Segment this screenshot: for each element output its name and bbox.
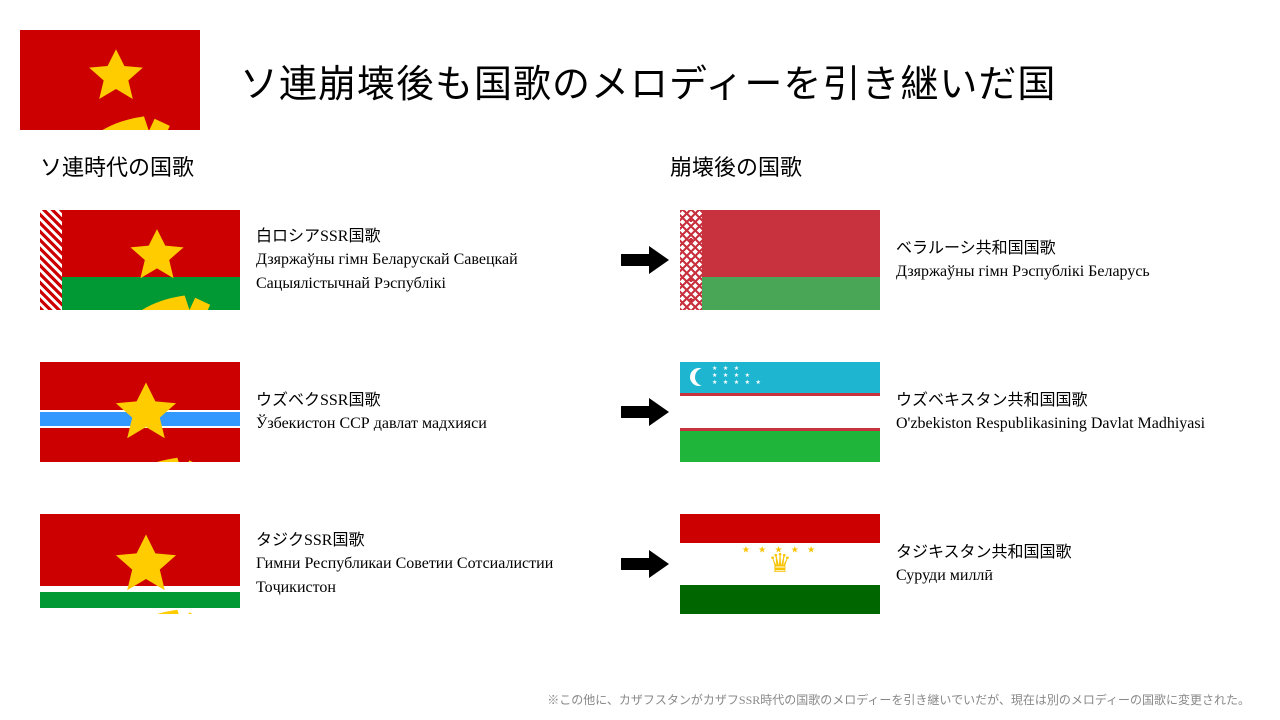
uzbekistan-flag-icon: ★ ★ ★★ ★ ★ ★★ ★ ★ ★ ★ xyxy=(680,362,880,462)
hammer-sickle-icon xyxy=(32,38,200,130)
cell-left: タジクSSR国歌 Гимни Республикаи Советии Сотси… xyxy=(40,514,610,614)
anthem-native: O'zbekiston Respublikasining Davlat Madh… xyxy=(896,412,1205,435)
anthem-native: Ўзбекистон ССР давлат мадхияси xyxy=(256,412,487,435)
ussr-flag-icon xyxy=(20,30,200,130)
anthem-jp: ウズベキスタン共和国国歌 xyxy=(896,389,1205,412)
comparison-rows: 白ロシアSSR国歌 Дзяржаўны гімн Беларускай Саве… xyxy=(0,200,1280,624)
anthem-jp: ベラルーシ共和国国歌 xyxy=(896,237,1150,260)
anthem-jp: 白ロシアSSR国歌 xyxy=(256,225,610,248)
column-headers: ソ連時代の国歌 崩壊後の国歌 xyxy=(0,140,1280,200)
belarus-flag-icon xyxy=(680,210,880,310)
cell-right: ★ ★ ★ ★ ★ ♛ タジキスタン共和国国歌 Суруди миллӣ xyxy=(680,514,1240,614)
header: ソ連崩壊後も国歌のメロディーを引き継いだ国 xyxy=(0,0,1280,140)
cell-left: ウズベクSSR国歌 Ўзбекистон ССР давлат мадхияси xyxy=(40,362,610,462)
anthem-jp: タジキスタン共和国国歌 xyxy=(896,541,1072,564)
anthem-text: ウズベクSSR国歌 Ўзбекистон ССР давлат мадхияси xyxy=(256,389,487,435)
right-column-header: 崩壊後の国歌 xyxy=(670,150,1240,182)
arrow-icon xyxy=(610,246,680,274)
row-belarus: 白ロシアSSR国歌 Дзяржаўны гімн Беларускай Саве… xyxy=(40,200,1240,320)
hammer-sickle-icon xyxy=(74,218,240,310)
hammer-sickle-icon xyxy=(52,522,240,614)
anthem-text: ウズベキスタン共和国国歌 O'zbekiston Respublikasinin… xyxy=(896,389,1205,435)
cell-left: 白ロシアSSR国歌 Дзяржаўны гімн Беларускай Саве… xyxy=(40,210,610,310)
footnote: ※この他に、カザフスタンがカザフSSR時代の国歌のメロディーを引き継いでいだが、… xyxy=(547,691,1250,708)
row-uzbekistan: ウズベクSSR国歌 Ўзбекистон ССР давлат мадхияси… xyxy=(40,352,1240,472)
byelorussian-ssr-flag-icon xyxy=(40,210,240,310)
hammer-sickle-icon xyxy=(52,370,240,462)
anthem-native: Дзяржаўны гімн Беларускай Савецкай Сацыя… xyxy=(256,248,610,294)
anthem-jp: タジクSSR国歌 xyxy=(256,529,610,552)
row-tajikistan: タジクSSR国歌 Гимни Республикаи Советии Сотси… xyxy=(40,504,1240,624)
arrow-icon xyxy=(610,398,680,426)
anthem-native: Гимни Республикаи Советии Сотсиалистии Т… xyxy=(256,552,610,598)
tajikistan-flag-icon: ★ ★ ★ ★ ★ ♛ xyxy=(680,514,880,614)
uzbek-ssr-flag-icon xyxy=(40,362,240,462)
anthem-jp: ウズベクSSR国歌 xyxy=(256,389,487,412)
anthem-text: タジキスタン共和国国歌 Суруди миллӣ xyxy=(896,541,1072,587)
anthem-text: ベラルーシ共和国国歌 Дзяржаўны гімн Рэспублікі Бел… xyxy=(896,237,1150,283)
anthem-native: Суруди миллӣ xyxy=(896,564,1072,587)
anthem-text: タジクSSR国歌 Гимни Республикаи Советии Сотси… xyxy=(256,529,610,599)
page-title: ソ連崩壊後も国歌のメロディーを引き継いだ国 xyxy=(240,53,1056,108)
left-column-header: ソ連時代の国歌 xyxy=(40,150,610,182)
anthem-native: Дзяржаўны гімн Рэспублікі Беларусь xyxy=(896,260,1150,283)
anthem-text: 白ロシアSSR国歌 Дзяржаўны гімн Беларускай Саве… xyxy=(256,225,610,295)
cell-right: ★ ★ ★★ ★ ★ ★★ ★ ★ ★ ★ ウズベキスタン共和国国歌 O'zbe… xyxy=(680,362,1240,462)
cell-right: ベラルーシ共和国国歌 Дзяржаўны гімн Рэспублікі Бел… xyxy=(680,210,1240,310)
tajik-ssr-flag-icon xyxy=(40,514,240,614)
arrow-icon xyxy=(610,550,680,578)
